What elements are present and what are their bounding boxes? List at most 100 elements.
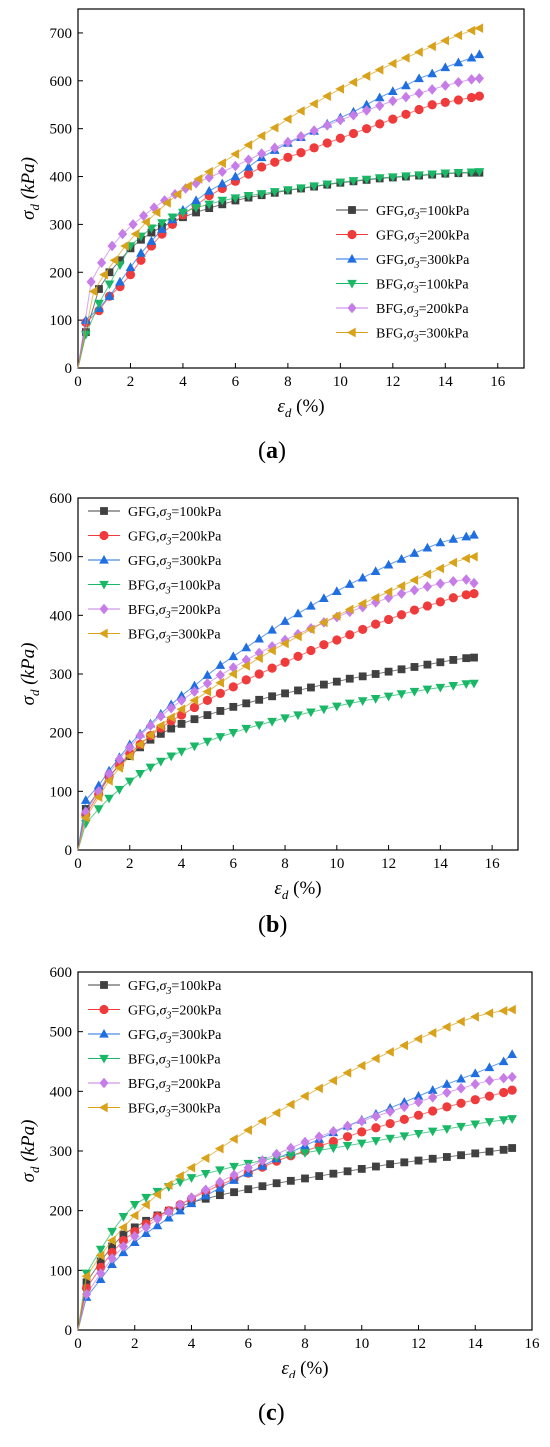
data-point xyxy=(414,87,424,99)
data-point xyxy=(285,1151,296,1161)
legend-marker xyxy=(98,628,108,639)
data-point xyxy=(396,690,407,700)
data-point xyxy=(453,95,464,105)
data-point xyxy=(191,195,201,205)
data-point xyxy=(95,1250,105,1261)
data-point xyxy=(474,91,484,101)
data-point xyxy=(375,119,385,129)
data-point xyxy=(357,598,367,609)
data-point xyxy=(103,775,113,786)
data-point xyxy=(257,1155,268,1166)
x-tick-label: 2 xyxy=(126,856,134,872)
data-point xyxy=(203,711,212,719)
data-point xyxy=(507,1071,517,1083)
legend-label: GFG,σ3=200kPa xyxy=(128,530,222,548)
y-tick-label: 600 xyxy=(50,491,73,507)
data-point xyxy=(357,1127,367,1137)
data-point xyxy=(257,1116,267,1126)
data-point xyxy=(215,1191,224,1200)
data-point xyxy=(279,638,289,649)
data-point xyxy=(175,1171,184,1181)
x-tick-label: 12 xyxy=(411,1336,426,1352)
series-line xyxy=(77,534,475,851)
data-point xyxy=(449,656,458,664)
legend-label: GFG,σ3=100kPa xyxy=(128,505,222,523)
data-point xyxy=(410,663,419,671)
data-point xyxy=(357,697,368,707)
data-point xyxy=(435,578,445,589)
data-point xyxy=(468,551,478,562)
data-point xyxy=(243,154,254,166)
x-tick-label: 12 xyxy=(381,856,396,872)
data-point xyxy=(189,686,200,697)
data-point xyxy=(383,592,394,604)
data-point xyxy=(216,707,225,715)
data-point xyxy=(141,217,150,227)
data-point xyxy=(155,720,165,731)
data-point xyxy=(270,142,280,154)
data-point xyxy=(243,169,254,179)
data-point xyxy=(125,742,135,753)
legend-label: GFG,σ3=200kPa xyxy=(128,1004,222,1022)
data-point xyxy=(306,645,316,656)
data-point xyxy=(374,64,384,75)
data-point xyxy=(319,680,328,689)
y-tick-label: 0 xyxy=(65,361,73,377)
data-point xyxy=(129,1201,140,1210)
data-point xyxy=(400,52,410,63)
data-point xyxy=(228,682,238,692)
data-point xyxy=(470,1068,481,1078)
data-point xyxy=(428,1154,437,1163)
data-point xyxy=(241,675,251,685)
data-point xyxy=(388,114,398,124)
data-point xyxy=(456,1073,466,1083)
data-point xyxy=(322,138,332,148)
data-point xyxy=(427,1085,438,1094)
legend-marker xyxy=(99,603,109,615)
x-tick-label: 16 xyxy=(525,1336,541,1352)
data-point xyxy=(256,131,266,141)
data-point xyxy=(328,1144,339,1154)
data-point xyxy=(422,581,433,592)
data-point xyxy=(115,276,125,286)
data-point xyxy=(189,680,200,690)
data-point xyxy=(280,714,290,724)
data-point xyxy=(156,729,165,738)
data-point xyxy=(470,653,478,662)
data-point xyxy=(104,280,115,290)
data-point xyxy=(124,777,135,787)
data-point xyxy=(414,1156,423,1165)
data-point xyxy=(319,705,329,715)
data-point xyxy=(280,657,290,667)
data-point xyxy=(361,105,372,116)
data-point xyxy=(435,563,445,574)
y-tick-label: 600 xyxy=(50,965,73,981)
data-point xyxy=(119,1230,128,1239)
data-point xyxy=(422,569,432,580)
legend-marker xyxy=(99,554,109,564)
data-point xyxy=(456,1098,466,1108)
x-tick-label: 14 xyxy=(468,1336,484,1352)
data-point xyxy=(228,728,239,738)
data-point xyxy=(186,1162,196,1173)
data-point xyxy=(135,730,145,741)
data-point xyxy=(151,207,161,218)
data-point xyxy=(162,198,171,208)
data-point xyxy=(177,719,186,728)
data-point xyxy=(342,1132,353,1142)
data-point xyxy=(470,1095,480,1105)
data-point xyxy=(305,624,315,635)
data-point xyxy=(356,1060,366,1071)
data-point xyxy=(342,1120,353,1132)
data-point xyxy=(453,169,464,178)
data-point xyxy=(401,80,411,90)
y-tick-label: 300 xyxy=(50,217,73,233)
data-point xyxy=(357,572,368,582)
data-point xyxy=(183,181,192,191)
data-point xyxy=(469,679,479,689)
data-point xyxy=(319,640,329,650)
y-tick-label: 400 xyxy=(50,170,73,186)
data-point xyxy=(267,645,276,656)
data-point xyxy=(176,704,186,715)
data-point xyxy=(155,757,166,767)
